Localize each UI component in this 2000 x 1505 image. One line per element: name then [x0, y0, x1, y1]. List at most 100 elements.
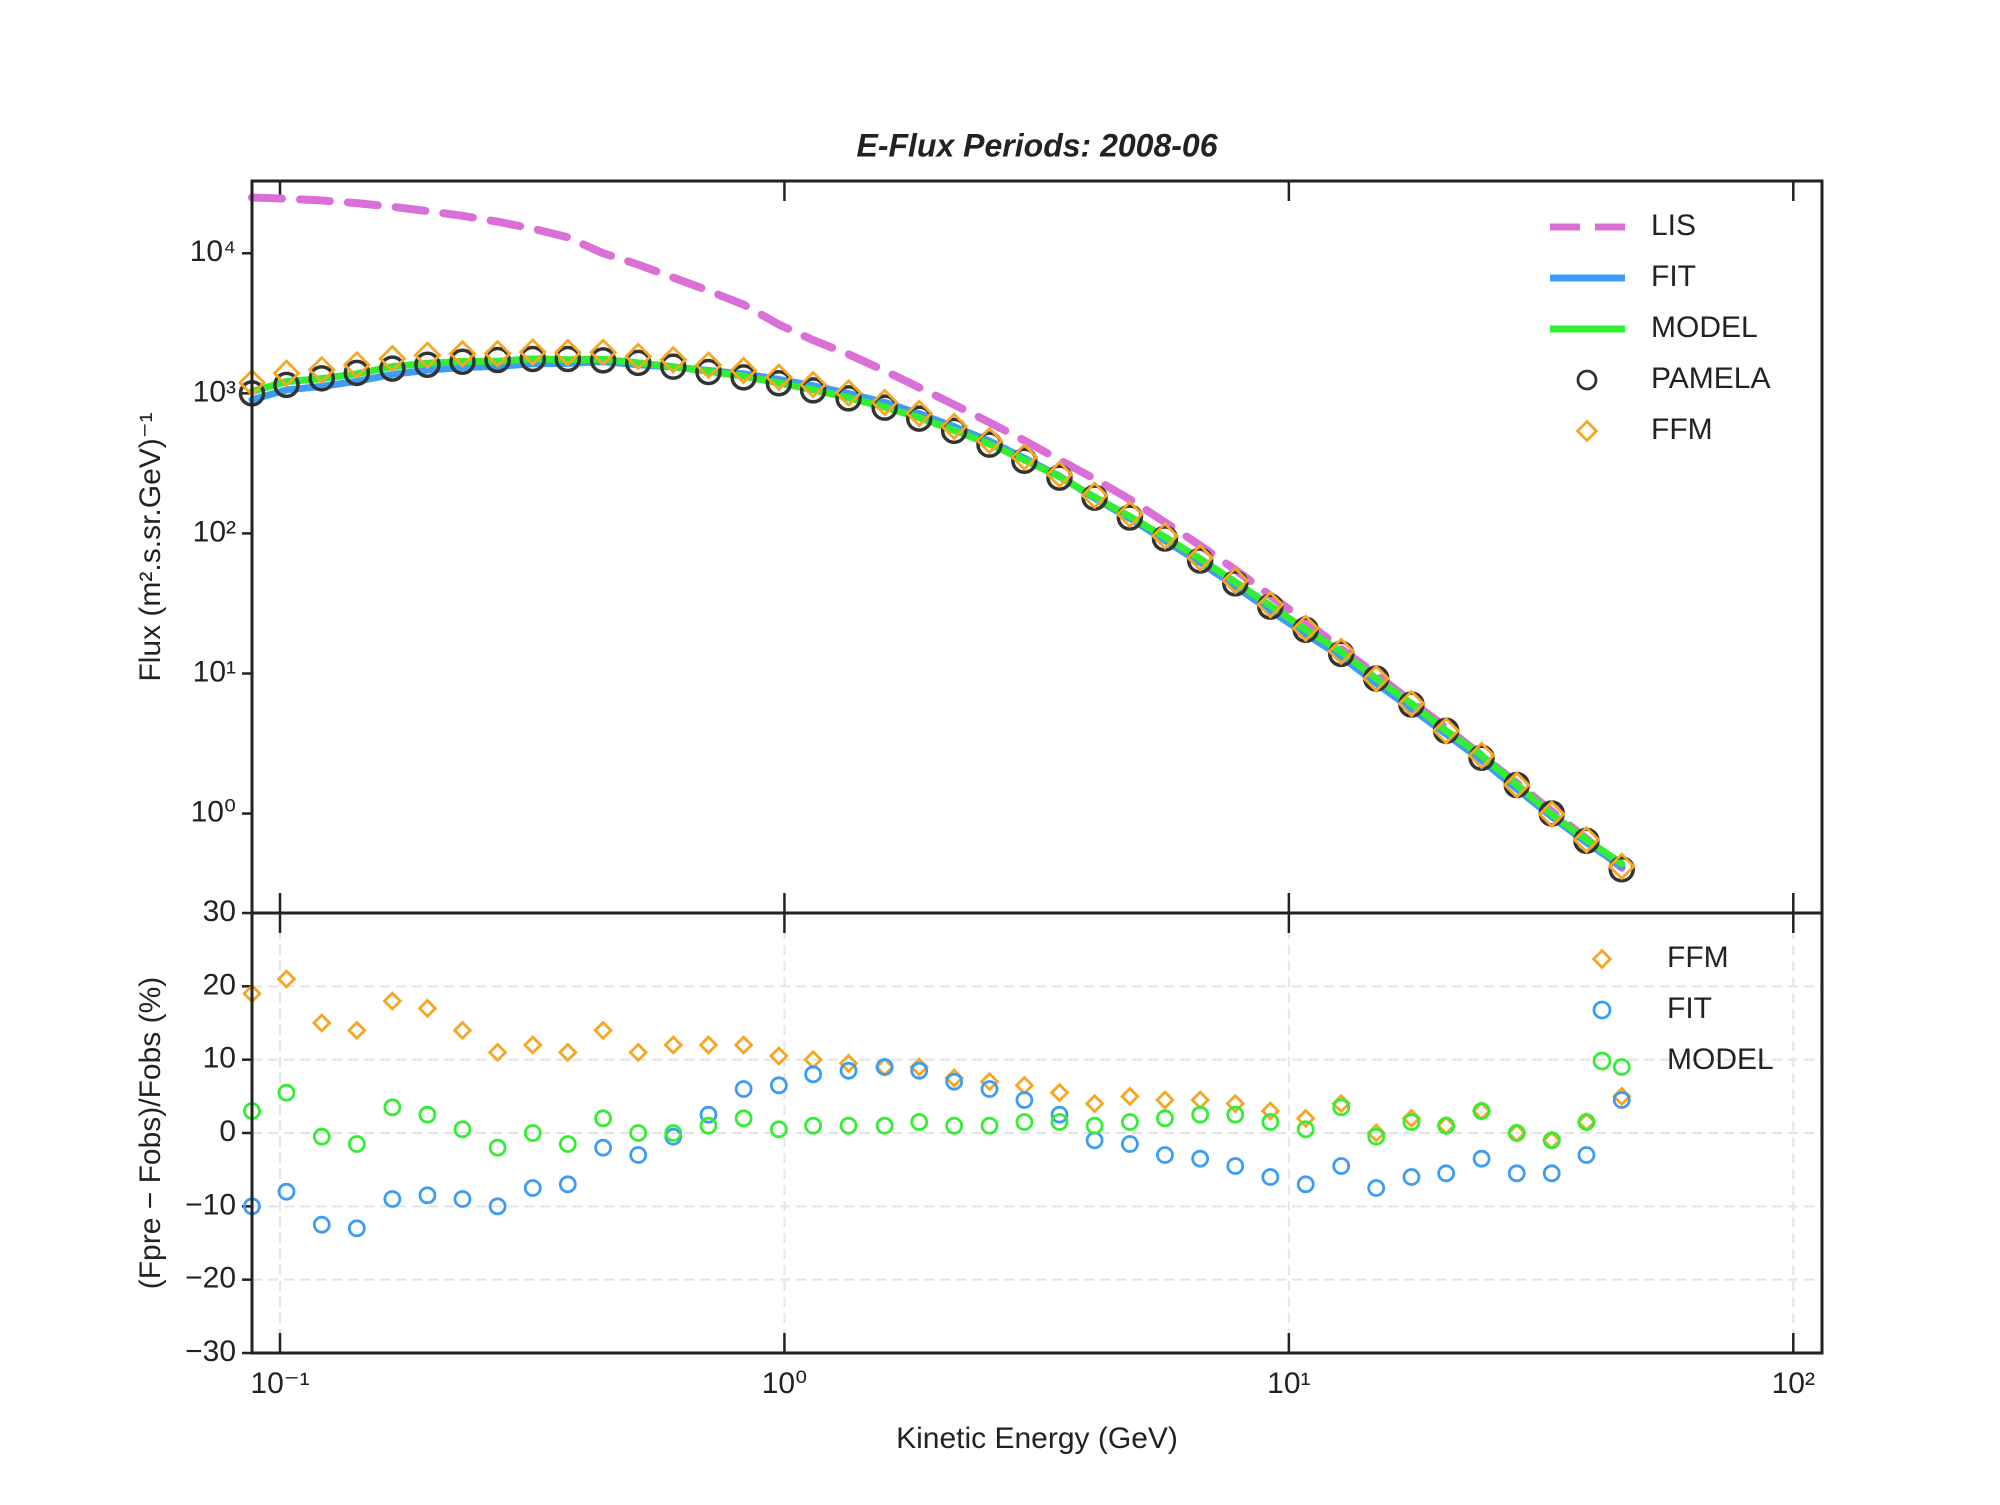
marker: [1467, 741, 1496, 770]
marker: [1015, 1113, 1034, 1131]
marker: [1507, 1164, 1526, 1183]
marker: [698, 1035, 719, 1055]
series-line: [248, 358, 1626, 870]
chart-title: E-Flux Periods: 2008-06: [856, 127, 1217, 163]
marker: [804, 1116, 823, 1135]
marker: [414, 351, 441, 378]
y-axis-label: (Fpre − Fobs)/Fobs (%): [134, 977, 167, 1290]
marker: [734, 1109, 753, 1128]
legend-label: FIT: [1667, 992, 1712, 1025]
y-axis-label: Flux (m².s.sr.GeV)⁻¹: [134, 412, 167, 681]
marker: [979, 1071, 1000, 1092]
marker: [1577, 1146, 1596, 1164]
marker: [276, 969, 297, 989]
marker: [1186, 543, 1215, 572]
y-tick-label: 10¹: [193, 655, 236, 688]
marker: [1120, 1113, 1139, 1131]
marker: [518, 338, 547, 367]
marker: [1608, 856, 1635, 883]
marker: [628, 1042, 649, 1063]
marker: [1327, 640, 1355, 668]
x-tick-label: 10⁰: [762, 1367, 807, 1400]
legend-handle: [1592, 1051, 1612, 1071]
marker: [695, 358, 722, 386]
marker: [976, 431, 1003, 458]
marker: [765, 370, 793, 397]
marker: [1151, 525, 1179, 552]
marker: [1607, 852, 1636, 881]
marker: [1222, 570, 1249, 597]
marker: [875, 1116, 894, 1135]
marker: [1432, 716, 1461, 745]
legend-label: LIS: [1651, 209, 1696, 242]
marker: [307, 355, 336, 384]
marker: [804, 1065, 823, 1084]
marker: [418, 1186, 437, 1205]
marker: [629, 1124, 648, 1142]
marker: [453, 1120, 472, 1139]
marker: [589, 338, 618, 367]
marker: [734, 1080, 753, 1098]
marker: [1050, 1105, 1069, 1124]
marker: [1050, 1113, 1069, 1131]
marker: [272, 359, 301, 388]
marker: [1362, 664, 1391, 693]
marker: [378, 344, 407, 373]
marker: [769, 1046, 789, 1066]
marker: [629, 1146, 648, 1164]
marker: [875, 1058, 894, 1076]
marker: [312, 1127, 331, 1146]
marker: [1085, 1116, 1104, 1135]
marker: [382, 991, 403, 1011]
y-tick-label: 30: [203, 895, 236, 928]
marker: [594, 1109, 612, 1128]
marker: [624, 342, 653, 371]
marker: [975, 426, 1004, 455]
marker: [1116, 504, 1144, 531]
marker: [1186, 547, 1214, 574]
marker: [1225, 1093, 1246, 1114]
marker: [1295, 1108, 1316, 1129]
marker: [379, 355, 406, 382]
legend-label: MODEL: [1667, 1043, 1774, 1076]
marker: [905, 405, 933, 432]
marker: [312, 1215, 331, 1234]
marker: [799, 370, 828, 399]
marker: [1402, 1113, 1421, 1131]
marker: [1191, 1105, 1210, 1124]
marker: [1010, 442, 1039, 472]
y-tick-label: −30: [185, 1335, 236, 1368]
marker: [1120, 1135, 1139, 1153]
marker: [1367, 1179, 1386, 1197]
marker: [1296, 1120, 1315, 1139]
marker: [733, 1035, 754, 1055]
marker: [277, 1083, 296, 1102]
marker: [273, 371, 300, 399]
marker: [980, 1080, 999, 1098]
legend-handle: [1575, 419, 1599, 443]
legend-label: FIT: [1651, 260, 1696, 293]
marker: [1120, 1086, 1140, 1107]
marker: [452, 1020, 473, 1041]
legend-label: MODEL: [1651, 311, 1758, 344]
marker: [1291, 614, 1320, 643]
marker: [1612, 1091, 1631, 1109]
marker: [1221, 566, 1250, 595]
marker: [1015, 1091, 1034, 1109]
marker: [1084, 1093, 1105, 1114]
marker: [1507, 1124, 1526, 1142]
marker: [1256, 590, 1285, 619]
marker: [523, 1124, 542, 1142]
marker: [1011, 447, 1038, 475]
marker: [839, 1061, 858, 1080]
marker: [1296, 1175, 1315, 1194]
marker: [594, 1138, 612, 1157]
marker: [945, 1116, 964, 1135]
marker: [940, 412, 969, 441]
x-tick-label: 10¹: [1267, 1367, 1310, 1400]
marker: [1049, 1082, 1070, 1103]
marker: [1226, 1105, 1245, 1124]
x-axis-label: Kinetic Energy (GeV): [896, 1422, 1178, 1455]
marker: [1156, 1146, 1174, 1164]
marker: [663, 1035, 684, 1055]
